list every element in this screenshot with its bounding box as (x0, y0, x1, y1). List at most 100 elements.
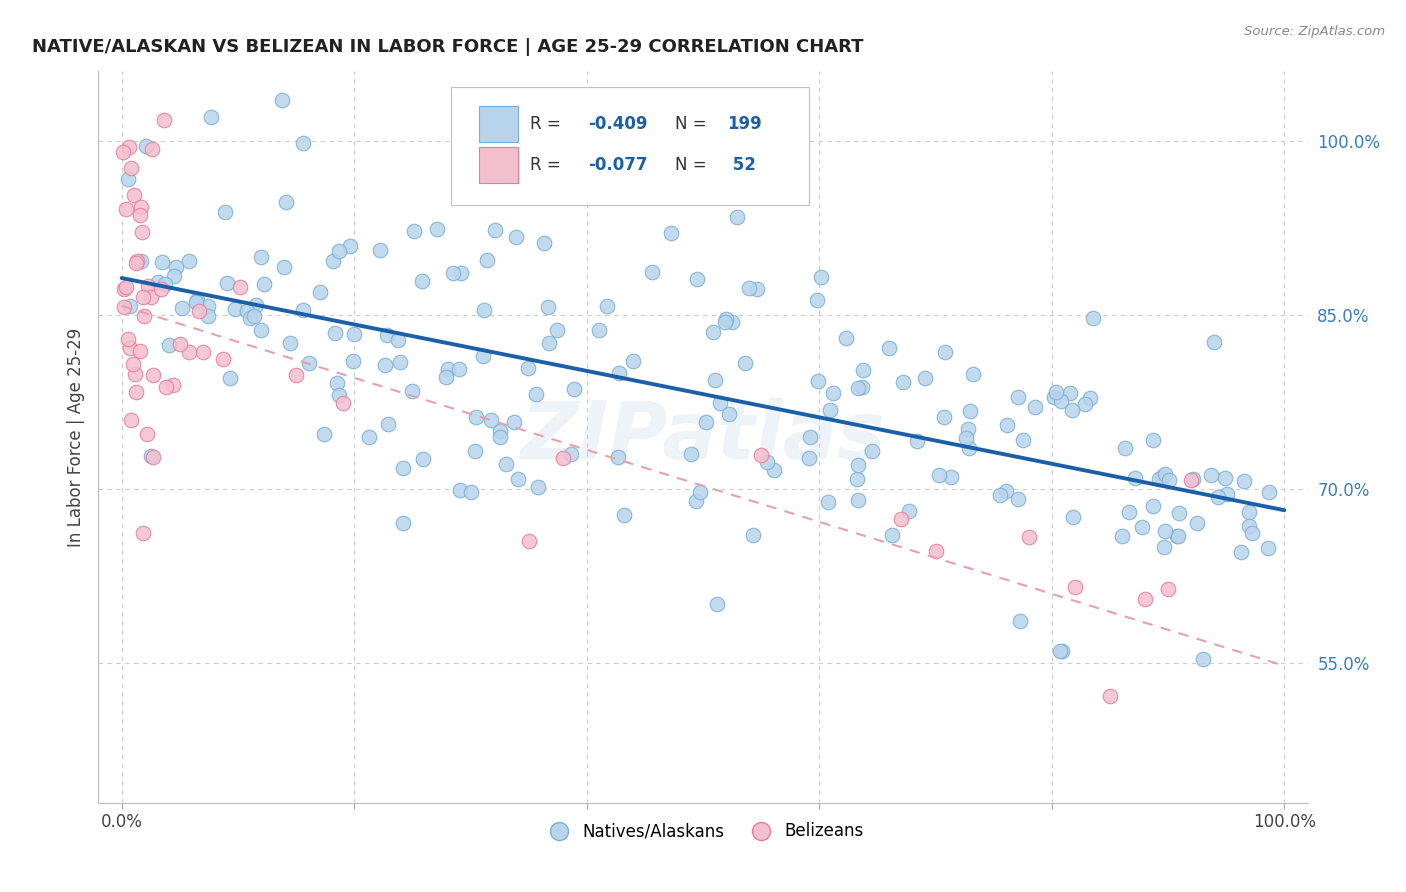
Point (533, 235, 555, 250)
Point (437, 362, 460, 376)
Point (957, 442, 980, 456)
Point (484, 223, 506, 237)
Point (932, 410, 955, 425)
Point (292, 303, 315, 318)
Point (741, 527, 763, 541)
Point (112, 282, 135, 296)
Point (702, 325, 724, 339)
Point (1167, 529, 1189, 543)
Point (339, 239, 361, 253)
Point (546, 323, 568, 337)
Point (1060, 402, 1083, 417)
Point (588, 322, 610, 336)
Point (426, 221, 449, 235)
FancyBboxPatch shape (451, 87, 810, 205)
Point (1007, 492, 1029, 507)
Point (505, 230, 527, 244)
Point (797, 450, 820, 465)
Point (404, 224, 426, 238)
Point (285, 368, 308, 383)
Point (1111, 529, 1133, 543)
Point (187, 304, 209, 318)
Point (1059, 386, 1081, 401)
Point (481, 413, 503, 427)
Point (242, 309, 264, 323)
Point (607, 366, 630, 380)
Point (905, 434, 928, 448)
Point (526, 386, 548, 401)
Point (596, 299, 619, 313)
Point (714, 315, 737, 329)
Point (375, 327, 398, 342)
Point (377, 417, 399, 431)
Point (1237, 519, 1260, 533)
Point (273, 260, 295, 275)
Point (464, 444, 486, 458)
Text: NATIVE/ALASKAN VS BELIZEAN IN LABOR FORCE | AGE 25-29 CORRELATION CHART: NATIVE/ALASKAN VS BELIZEAN IN LABOR FORC… (32, 38, 863, 56)
Point (374, 358, 396, 372)
Point (322, 254, 344, 268)
Point (131, 525, 153, 540)
Point (763, 463, 786, 477)
Point (200, 110, 222, 124)
Point (709, 396, 731, 410)
Point (527, 480, 550, 494)
Point (1213, 470, 1236, 484)
Point (820, 403, 842, 417)
Point (939, 470, 962, 484)
Point (806, 293, 828, 307)
Point (727, 211, 749, 225)
Point (486, 167, 509, 181)
Point (197, 310, 219, 324)
Point (1149, 472, 1171, 486)
Point (142, 368, 165, 383)
Point (995, 483, 1018, 498)
Point (607, 450, 630, 465)
Point (1043, 391, 1066, 405)
Point (122, 187, 145, 202)
Point (1098, 690, 1121, 704)
Point (155, 380, 177, 394)
Point (165, 260, 187, 274)
Point (934, 344, 956, 359)
Point (118, 341, 141, 355)
Text: Source: ZipAtlas.com: Source: ZipAtlas.com (1244, 25, 1385, 38)
Point (1206, 490, 1229, 504)
Point (852, 362, 875, 376)
Point (835, 331, 858, 345)
Point (1199, 468, 1222, 483)
Point (1074, 397, 1097, 411)
Point (179, 253, 201, 268)
Point (292, 136, 315, 150)
Point (214, 204, 236, 219)
Point (122, 357, 145, 371)
Point (148, 275, 170, 289)
Point (239, 310, 262, 325)
Point (517, 533, 540, 548)
Point (880, 528, 903, 542)
Point (135, 138, 157, 153)
Point (117, 332, 139, 346)
Point (389, 355, 412, 369)
Point (368, 243, 391, 257)
Point (747, 282, 769, 296)
Bar (479, 106, 517, 142)
Point (749, 448, 772, 462)
Point (163, 268, 186, 283)
Point (689, 485, 711, 500)
Point (249, 323, 271, 337)
Point (924, 544, 946, 558)
Point (236, 303, 259, 318)
Point (821, 385, 844, 400)
Point (799, 430, 821, 444)
Y-axis label: In Labor Force | Age 25-29: In Labor Force | Age 25-29 (66, 327, 84, 547)
Legend: Natives/Alaskans, Belizeans: Natives/Alaskans, Belizeans (536, 816, 870, 847)
Text: 199: 199 (727, 115, 762, 133)
Point (169, 337, 191, 351)
Point (1008, 614, 1031, 628)
Point (1130, 520, 1153, 534)
Point (1050, 394, 1073, 409)
Text: N =: N = (675, 156, 711, 174)
Point (860, 444, 883, 458)
Point (738, 281, 761, 295)
